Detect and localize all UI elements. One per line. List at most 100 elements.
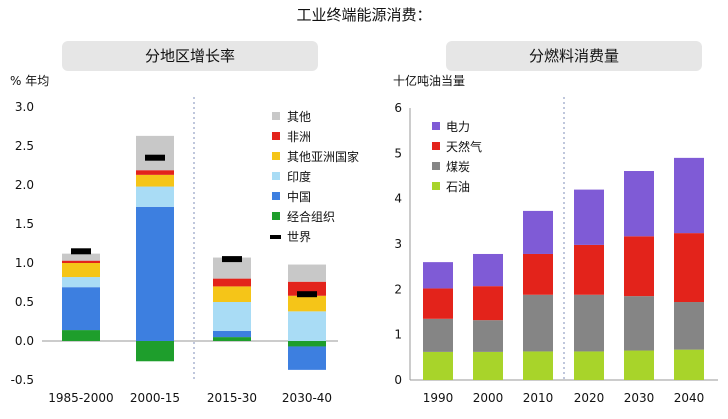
right-x-tick-label: 2010 xyxy=(523,391,554,405)
legend-label: 电力 xyxy=(446,120,470,134)
right-bar-segment xyxy=(624,296,654,351)
right-y-tick-label: 4 xyxy=(394,192,402,206)
legend-swatch xyxy=(432,182,440,190)
left-bar-segment xyxy=(213,278,251,287)
legend-swatch xyxy=(432,122,440,130)
right-bar-segment xyxy=(523,294,553,352)
left-world-marker xyxy=(71,248,91,255)
right-bar-segment xyxy=(473,253,503,287)
right-y-tick-label: 1 xyxy=(394,328,402,342)
right-x-tick-label: 2000 xyxy=(473,391,504,405)
legend-label: 世界 xyxy=(287,230,311,244)
legend-label: 石油 xyxy=(446,180,470,194)
right-x-tick-label: 2040 xyxy=(674,391,705,405)
left-bar-segment xyxy=(136,170,174,175)
right-bar-segment xyxy=(523,253,553,295)
legend-swatch xyxy=(272,152,280,160)
left-y-axis-label: % 年均 xyxy=(10,74,50,88)
left-bar-segment xyxy=(288,311,326,341)
legend-swatch xyxy=(272,192,280,200)
legend-swatch xyxy=(432,142,440,150)
right-y-tick-label: 6 xyxy=(394,101,402,115)
left-y-tick-label: 0.5 xyxy=(15,295,34,309)
right-y-tick-label: 3 xyxy=(394,237,402,251)
left-bar-segment xyxy=(62,287,100,331)
left-y-tick-label: 3.0 xyxy=(15,100,34,114)
right-bar-segment xyxy=(624,236,654,297)
left-x-tick-label: 2030-40 xyxy=(282,391,332,405)
left-world-marker xyxy=(222,256,242,263)
left-bar-segment xyxy=(136,174,174,187)
left-bar-segment xyxy=(213,330,251,338)
left-bar-segment xyxy=(62,263,100,278)
right-x-tick-label: 2030 xyxy=(624,391,655,405)
left-bar-segment xyxy=(213,257,251,279)
right-x-tick-label: 1990 xyxy=(423,391,454,405)
left-y-tick-label: 0.0 xyxy=(15,334,34,348)
right-bar-segment xyxy=(423,318,453,352)
right-bar-segment xyxy=(423,351,453,380)
left-bar-segment xyxy=(62,330,100,341)
left-panel-title: 分地区增长率 xyxy=(62,41,318,71)
left-bar-segment xyxy=(288,341,326,347)
left-bar-segment xyxy=(288,264,326,282)
left-bar-segment xyxy=(288,346,326,370)
right-bar-segment xyxy=(624,171,654,237)
right-bar-segment xyxy=(574,351,604,380)
right-bar-segment xyxy=(423,262,453,289)
right-bar-segment xyxy=(574,189,604,245)
left-bar-segment xyxy=(136,341,174,362)
legend-label: 非洲 xyxy=(287,130,311,144)
legend-world-marker xyxy=(270,235,281,239)
left-bar-segment xyxy=(288,295,326,312)
left-y-tick-label: 2.5 xyxy=(15,139,34,153)
legend-label: 中国 xyxy=(287,189,311,204)
right-bar-segment xyxy=(574,244,604,295)
left-world-marker xyxy=(145,154,165,161)
main-title: 工业终端能源消费： xyxy=(296,6,432,24)
right-bar-segment xyxy=(674,233,704,303)
left-y-tick-label: -0.5 xyxy=(11,373,34,387)
left-bar-segment xyxy=(62,253,100,261)
left-bar-segment xyxy=(136,135,174,171)
left-bar-segment xyxy=(62,277,100,288)
right-bar-segment xyxy=(423,288,453,319)
left-bar-segment xyxy=(136,206,174,341)
right-bar-segment xyxy=(674,349,704,380)
legend-swatch xyxy=(272,212,280,220)
right-bar-segment xyxy=(624,350,654,380)
right-y-tick-label: 0 xyxy=(394,373,402,387)
left-world-marker xyxy=(297,291,317,298)
right-panel-title: 分燃料消费量 xyxy=(446,41,702,71)
legend-label: 其他亚洲国家 xyxy=(287,149,359,164)
right-bar-segment xyxy=(473,320,503,352)
right-y-tick-label: 5 xyxy=(394,146,402,160)
left-y-tick-label: 1.5 xyxy=(15,217,34,231)
legend-swatch xyxy=(272,112,280,120)
legend-swatch xyxy=(272,132,280,140)
right-bar-segment xyxy=(473,286,503,321)
left-x-tick-label: 1985-2000 xyxy=(48,391,113,405)
left-bar-segment xyxy=(213,337,251,341)
right-y-tick-label: 2 xyxy=(394,282,402,296)
left-bar-segment xyxy=(62,260,100,263)
right-bar-segment xyxy=(473,351,503,380)
legend-label: 经合组织 xyxy=(287,209,335,224)
right-bar-segment xyxy=(523,210,553,254)
right-bar-segment xyxy=(674,302,704,350)
legend-swatch xyxy=(432,162,440,170)
right-y-axis-label: 十亿吨油当量 xyxy=(393,74,466,88)
legend-label: 其他 xyxy=(287,110,311,124)
left-x-tick-label: 2000-15 xyxy=(130,391,180,405)
right-bar-segment xyxy=(523,351,553,380)
legend-label: 煤炭 xyxy=(446,160,470,174)
left-y-tick-label: 2.0 xyxy=(15,178,34,192)
right-x-tick-label: 2020 xyxy=(574,391,605,405)
left-bar-segment xyxy=(213,302,251,331)
legend-swatch xyxy=(272,172,280,180)
left-y-tick-label: 1.0 xyxy=(15,256,34,270)
left-x-tick-label: 2015-30 xyxy=(207,391,257,405)
right-bar-segment xyxy=(674,157,704,234)
